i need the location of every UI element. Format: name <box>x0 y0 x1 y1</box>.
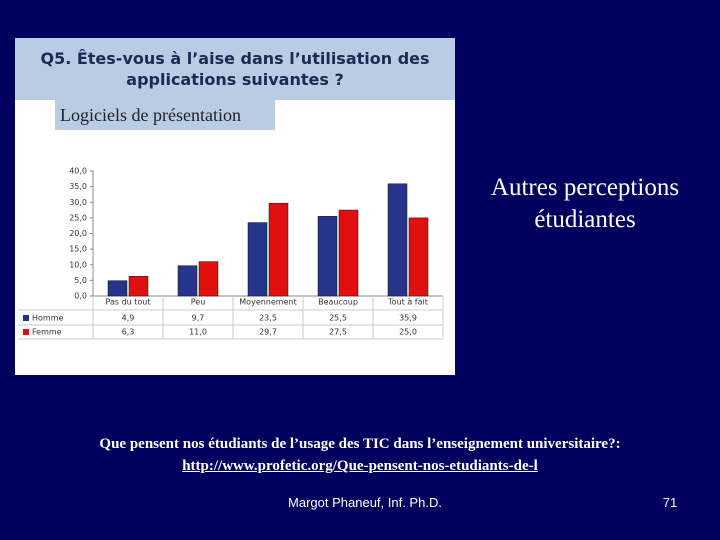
chart-title: Q5. Êtes-vous à l’aise dans l’utilisatio… <box>15 38 455 100</box>
chart: 0,0 5,0 10,0 15,0 20,0 25,0 30,0 35,0 40,0 Pas du… <box>18 167 444 340</box>
y-tick-label: 20,0 <box>69 229 87 238</box>
x-tick-label: Peu <box>191 298 206 307</box>
bar <box>107 280 128 297</box>
x-tick-label: Pas du tout <box>105 298 150 307</box>
legend-label: Homme <box>32 314 63 323</box>
legend-swatch <box>23 315 29 321</box>
x-tick-label: Moyennement <box>239 298 296 307</box>
chart-subtitle: Logiciels de présentation <box>55 100 275 130</box>
y-tick-label: 0,0 <box>74 292 87 301</box>
heading: Autres perceptions étudiantes <box>490 174 680 233</box>
table-value: 25,5 <box>329 314 347 323</box>
y-tick-label: 35,0 <box>69 182 87 191</box>
y-tick-label: 15,0 <box>69 245 87 254</box>
footer: Margot Phaneuf, Inf. Ph.D. <box>288 495 442 510</box>
legend-swatch <box>23 329 29 335</box>
bar <box>177 265 198 297</box>
table-value: 23,5 <box>259 314 277 323</box>
bar <box>387 183 408 297</box>
y-tick-label: 40,0 <box>69 167 87 176</box>
table-value: 25,0 <box>399 328 417 337</box>
bar <box>317 216 338 297</box>
table-value: 11,0 <box>189 328 207 337</box>
table-value: 29,7 <box>259 328 277 337</box>
bar <box>198 261 219 297</box>
caption: Que pensent nos étudiants de l’usage des… <box>99 436 621 452</box>
bar <box>128 276 149 297</box>
y-tick-label: 30,0 <box>69 198 87 207</box>
table-value: 9,7 <box>192 314 205 323</box>
y-tick-label: 25,0 <box>69 213 87 222</box>
bar <box>408 217 429 297</box>
table-value: 35,9 <box>399 314 417 323</box>
x-tick-label: Tout à fait <box>387 298 428 307</box>
table-value: 4,9 <box>122 314 135 323</box>
legend-label: Femme <box>32 328 62 337</box>
chart-panel: Q5. Êtes-vous à l’aise dans l’utilisatio… <box>15 38 455 375</box>
bar <box>247 222 268 297</box>
bar <box>268 202 289 297</box>
x-tick-label: Beaucoup <box>318 298 358 307</box>
y-tick-label: 5,0 <box>74 276 87 285</box>
table-value: 27,5 <box>329 328 347 337</box>
table-value: 6,3 <box>122 328 135 337</box>
link[interactable]: http://www.profetic.org/Que-pensent-nos-… <box>182 458 538 474</box>
page-number: 71 <box>662 495 678 510</box>
y-tick-label: 10,0 <box>69 260 87 269</box>
bar <box>338 209 359 297</box>
